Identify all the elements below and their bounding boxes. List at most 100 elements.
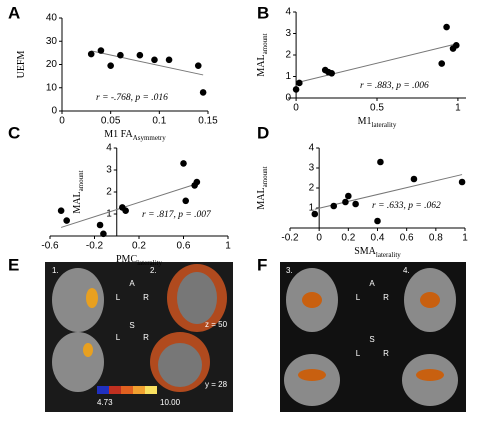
x-label-main: PMC xyxy=(116,254,137,265)
y-tick-label: 3 xyxy=(286,28,292,39)
y-tick-label: 30 xyxy=(46,36,58,47)
y-tick-label: 40 xyxy=(46,13,58,24)
point xyxy=(194,62,202,69)
x-label-sub: laterality xyxy=(372,121,397,129)
point xyxy=(136,51,144,59)
slice-coordinate: z = 50 xyxy=(205,320,228,329)
y-label: UEFM xyxy=(16,51,27,79)
x-tick-label: -0.2 xyxy=(86,241,104,252)
y-tick-label: 2 xyxy=(286,50,292,61)
orientation: R xyxy=(383,293,389,302)
y-tick-label: 2 xyxy=(106,187,112,198)
x-tick-label: 0.15 xyxy=(198,116,218,127)
point xyxy=(292,86,300,93)
panel-label: B xyxy=(257,3,269,22)
point xyxy=(182,197,190,205)
y-label-sub: amount xyxy=(261,166,269,187)
orientation: S xyxy=(369,335,374,344)
orientation: L xyxy=(356,349,361,358)
point xyxy=(296,79,303,87)
y-label-sub: amount xyxy=(261,33,269,54)
x-label-main: M1 FA xyxy=(104,129,133,140)
point xyxy=(410,175,418,183)
point xyxy=(374,217,381,225)
point xyxy=(345,192,352,200)
point xyxy=(100,230,107,238)
colorbar xyxy=(133,386,145,394)
point xyxy=(352,200,359,208)
point xyxy=(97,47,105,54)
panel-label: F xyxy=(257,255,267,274)
x-label: SMAlaterality xyxy=(354,246,401,258)
x-tick-label: 0.05 xyxy=(101,116,121,127)
y-tick-label: 1 xyxy=(106,209,112,220)
trend-line xyxy=(91,50,204,76)
y-tick-label: 1 xyxy=(286,71,292,82)
point xyxy=(117,51,124,59)
annotation: r = .633, p = .062 xyxy=(372,201,441,211)
trend-line xyxy=(314,174,463,210)
y-tick-label: 20 xyxy=(46,59,58,70)
point xyxy=(151,56,158,64)
point xyxy=(96,221,104,229)
point xyxy=(87,50,95,58)
x-tick-label: 0.6 xyxy=(400,233,414,244)
view-number: 2. xyxy=(150,266,157,275)
orientation: A xyxy=(129,279,135,288)
x-tick-label: 0.2 xyxy=(132,241,146,252)
activation xyxy=(86,288,98,308)
x-label-main: M1 xyxy=(358,116,372,127)
point xyxy=(107,62,114,69)
orientation: L xyxy=(116,293,121,302)
point xyxy=(311,210,319,218)
y-label: MALamount xyxy=(256,166,268,209)
brain-slice xyxy=(177,272,217,324)
panel-label: D xyxy=(257,123,269,142)
colorbar xyxy=(121,386,133,394)
brain-slice xyxy=(52,268,104,332)
y-label-sub: amount xyxy=(77,170,85,191)
trend-line xyxy=(295,43,457,84)
annotation: r = .817, p = .007 xyxy=(142,210,212,220)
orientation: R xyxy=(143,293,149,302)
panel-label: E xyxy=(8,255,19,274)
y-tick-label: 4 xyxy=(286,7,292,18)
x-tick-label: 0.1 xyxy=(152,116,166,127)
annotation: r = .883, p = .006 xyxy=(360,81,429,91)
point xyxy=(165,56,173,64)
point xyxy=(438,60,446,67)
point xyxy=(180,160,187,167)
y-tick-label: 4 xyxy=(106,143,112,154)
y-tick-label: 3 xyxy=(309,163,315,174)
activation xyxy=(416,369,444,381)
point xyxy=(122,207,129,214)
x-label: PMClaterality xyxy=(116,254,163,266)
y-tick-label: 4 xyxy=(309,143,315,154)
y-label-main: MAL xyxy=(256,187,267,209)
colorbar xyxy=(97,386,109,394)
point xyxy=(458,178,466,186)
x-tick-label: 1 xyxy=(462,233,468,244)
annotation: r = -.768, p = .016 xyxy=(96,93,168,103)
slice-coordinate: y = 28 xyxy=(205,380,228,389)
point xyxy=(452,42,460,49)
brain-slice xyxy=(158,343,202,387)
x-tick-label: 1 xyxy=(225,241,231,252)
point xyxy=(328,69,335,77)
point xyxy=(57,207,65,214)
x-tick-label: 0 xyxy=(293,103,299,114)
x-label: M1 FAAsymmetry xyxy=(104,129,166,141)
y-label-main: MAL xyxy=(72,191,83,213)
view-number: 3. xyxy=(286,266,293,275)
orientation: R xyxy=(143,333,149,342)
y-label: MALamount xyxy=(72,170,84,213)
y-tick-label: 10 xyxy=(46,82,58,93)
x-tick-label: 1 xyxy=(455,103,461,114)
x-tick-label: 0.5 xyxy=(370,103,384,114)
point xyxy=(330,202,338,210)
x-tick-label: 0.8 xyxy=(429,233,443,244)
panel-label: A xyxy=(8,3,20,22)
y-tick-label: 1 xyxy=(309,203,315,214)
x-tick-label: -0.6 xyxy=(41,241,59,252)
